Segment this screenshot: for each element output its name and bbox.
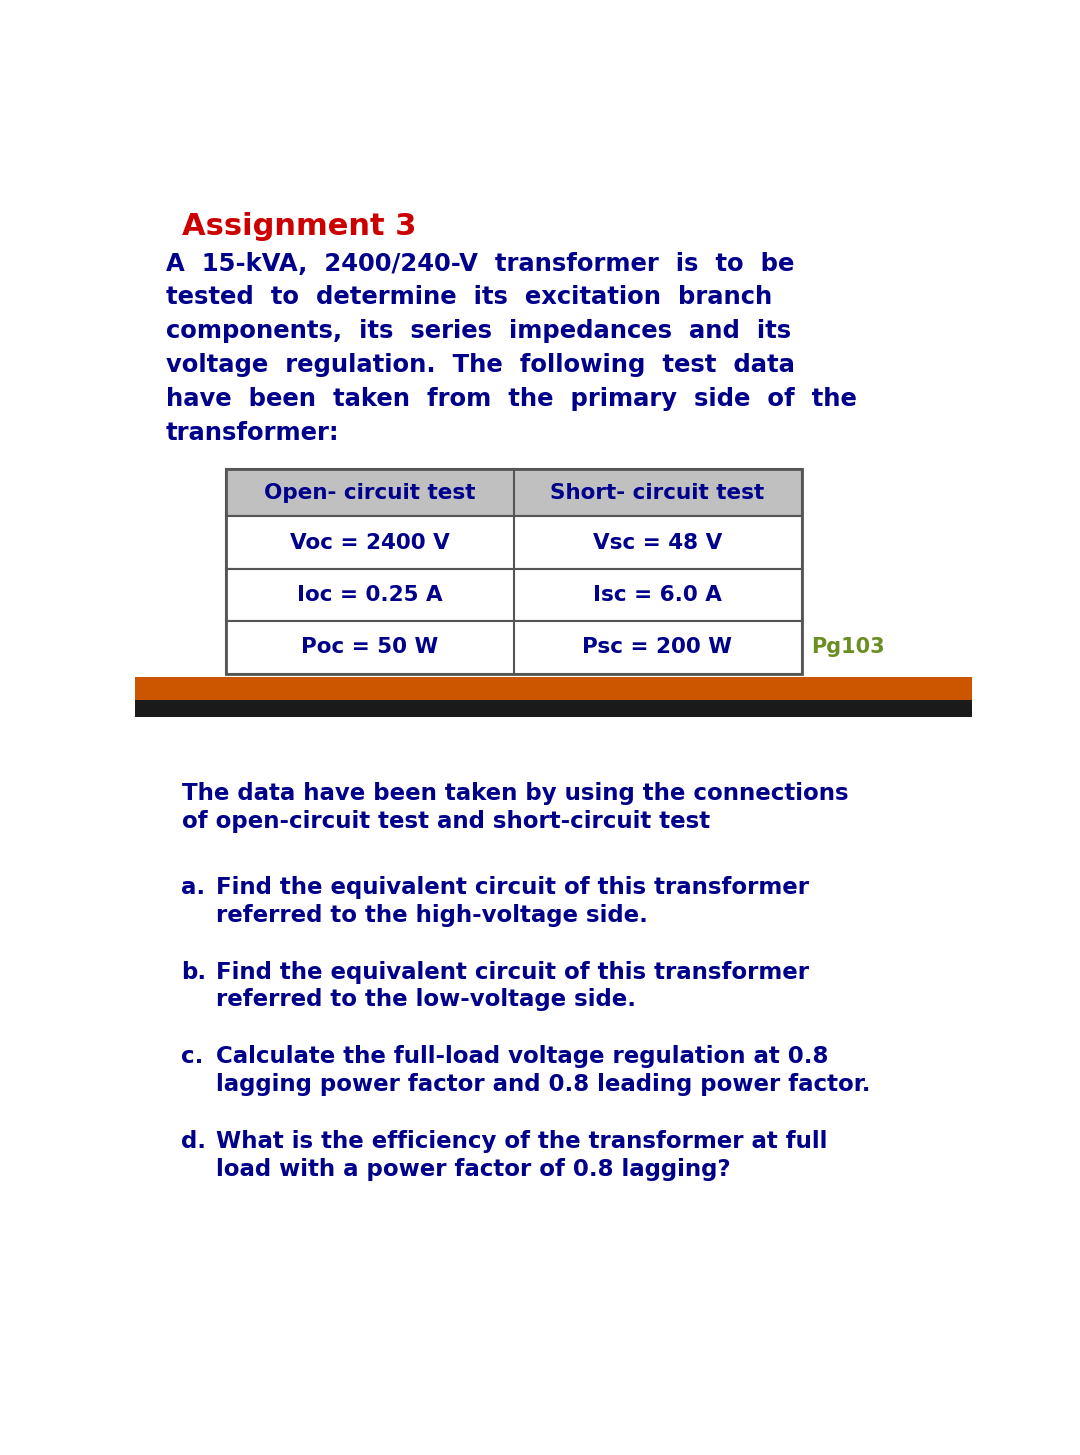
Text: Vsc = 48 V: Vsc = 48 V: [593, 533, 721, 553]
Text: Assignment 3: Assignment 3: [181, 211, 416, 240]
Text: have  been  taken  from  the  primary  side  of  the: have been taken from the primary side of…: [166, 387, 856, 412]
Text: Isc = 6.0 A: Isc = 6.0 A: [593, 585, 721, 605]
Bar: [135, 700, 972, 717]
Bar: [227, 569, 801, 621]
Text: Find the equivalent circuit of this transformer: Find the equivalent circuit of this tran…: [216, 876, 809, 899]
Text: referred to the low-voltage side.: referred to the low-voltage side.: [216, 988, 636, 1011]
Text: load with a power factor of 0.8 lagging?: load with a power factor of 0.8 lagging?: [216, 1158, 731, 1181]
Text: lagging power factor and 0.8 leading power factor.: lagging power factor and 0.8 leading pow…: [216, 1074, 870, 1096]
Text: Poc = 50 W: Poc = 50 W: [301, 637, 438, 658]
Text: The data have been taken by using the connections: The data have been taken by using the co…: [181, 783, 848, 805]
Text: transformer:: transformer:: [166, 420, 339, 445]
Text: Calculate the full-load voltage regulation at 0.8: Calculate the full-load voltage regulati…: [216, 1046, 828, 1068]
Text: Find the equivalent circuit of this transformer: Find the equivalent circuit of this tran…: [216, 960, 809, 984]
Text: tested  to  determine  its  excitation  branch: tested to determine its excitation branc…: [166, 285, 772, 310]
Bar: [227, 469, 801, 517]
Bar: [227, 621, 801, 674]
Bar: [135, 677, 972, 700]
Bar: [227, 517, 801, 569]
Bar: [227, 469, 801, 674]
Text: of open-circuit test and short-circuit test: of open-circuit test and short-circuit t…: [181, 810, 710, 832]
Text: Pg103: Pg103: [811, 637, 885, 658]
Text: a.: a.: [181, 876, 205, 899]
Text: b.: b.: [181, 960, 206, 984]
Text: Ioc = 0.25 A: Ioc = 0.25 A: [297, 585, 443, 605]
Text: Psc = 200 W: Psc = 200 W: [582, 637, 732, 658]
Text: referred to the high-voltage side.: referred to the high-voltage side.: [216, 904, 648, 927]
Text: Short- circuit test: Short- circuit test: [550, 483, 765, 502]
Text: c.: c.: [181, 1046, 204, 1068]
Text: A  15-kVA,  2400/240-V  transformer  is  to  be: A 15-kVA, 2400/240-V transformer is to b…: [166, 252, 795, 275]
Text: What is the efficiency of the transformer at full: What is the efficiency of the transforme…: [216, 1131, 827, 1154]
Text: voltage  regulation.  The  following  test  data: voltage regulation. The following test d…: [166, 354, 795, 377]
Text: d.: d.: [181, 1131, 206, 1154]
Text: components,  its  series  impedances  and  its: components, its series impedances and it…: [166, 319, 792, 343]
Text: Voc = 2400 V: Voc = 2400 V: [289, 533, 449, 553]
Text: Open- circuit test: Open- circuit test: [265, 483, 475, 502]
